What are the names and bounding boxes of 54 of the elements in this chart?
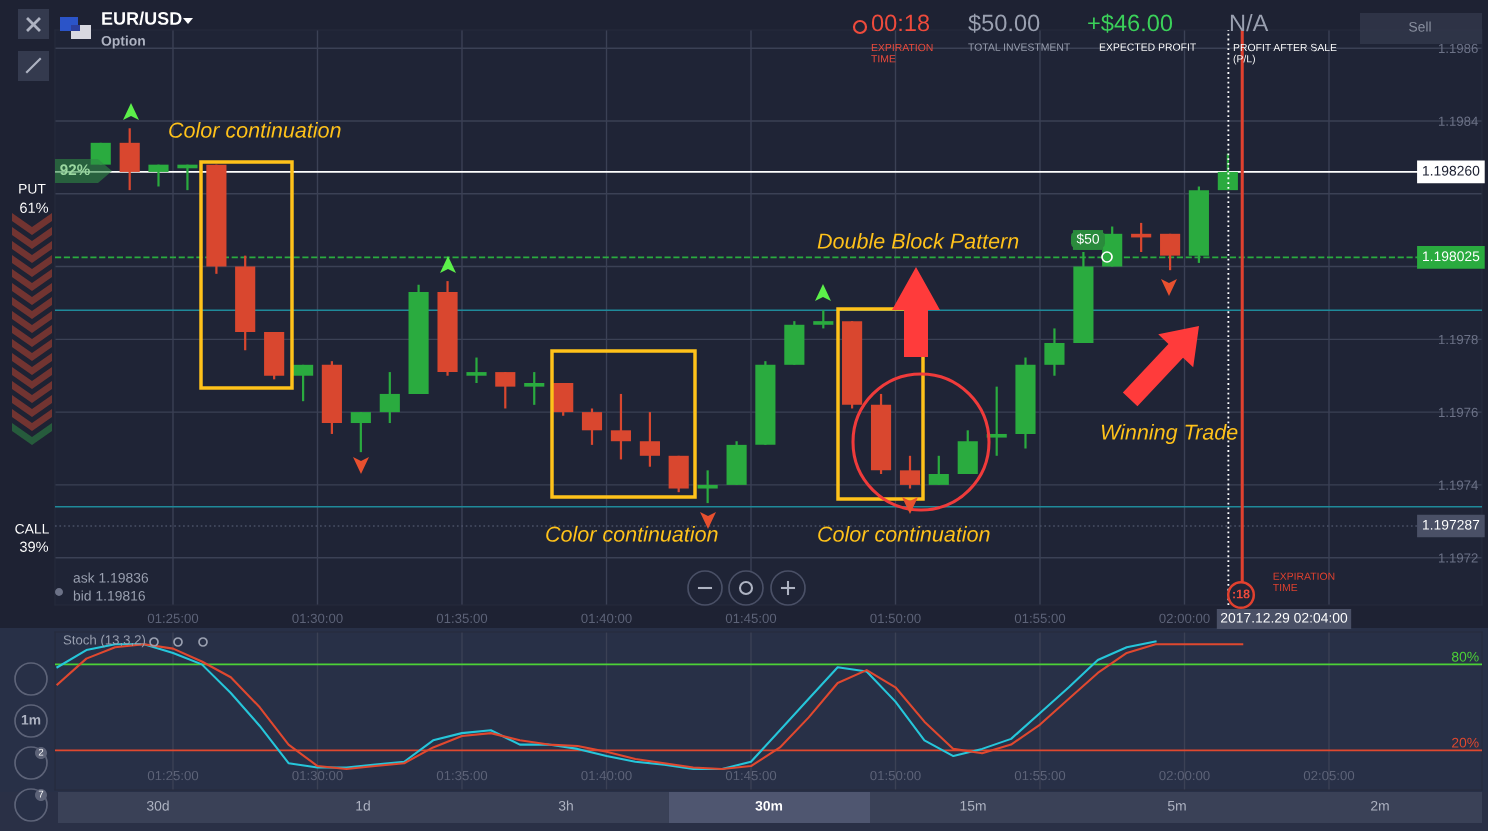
x-tick-label: 01:40:00 bbox=[581, 613, 632, 624]
annotation: Double Block Pattern bbox=[817, 232, 1019, 249]
x-tick-label: 01:55:00 bbox=[1014, 613, 1066, 624]
text: 30d bbox=[146, 800, 169, 811]
ref-line-label: 1.197287 bbox=[1423, 519, 1480, 530]
annotation: N/A bbox=[1230, 14, 1269, 32]
y-tick-label: 1.1974 bbox=[1438, 480, 1478, 490]
text: 30m bbox=[755, 800, 783, 811]
x-tick-label: 01:50:00 bbox=[870, 613, 921, 624]
annotation: :18 bbox=[1233, 589, 1250, 599]
annotation: TOTAL INVESTMENT bbox=[968, 43, 1071, 51]
text: 2 bbox=[38, 748, 44, 756]
annotation: EXPIRATION TIME bbox=[871, 43, 933, 63]
x-tick-label: 02:00:00 bbox=[1159, 613, 1210, 624]
annotation: ask 1.19836 bbox=[73, 572, 149, 583]
y-tick-label: 1.1976 bbox=[1438, 407, 1478, 418]
ref-line-label: 1.198260 bbox=[1423, 165, 1480, 176]
annotation: +$46.00 bbox=[1088, 13, 1173, 33]
annotation: 00:18 bbox=[871, 14, 930, 32]
annotation: $50.00 bbox=[968, 13, 1040, 33]
y-tick-label: 1.1984 bbox=[1438, 116, 1478, 126]
text: PUT bbox=[19, 184, 46, 194]
annotation: $50 bbox=[1076, 233, 1100, 245]
text: 1d bbox=[356, 800, 370, 811]
annotation: Option bbox=[101, 35, 145, 49]
text: 2017.12.29 02:04:00 bbox=[1220, 612, 1348, 623]
y-tick-label: 1.1986 bbox=[1438, 43, 1478, 54]
ref-line-label: 20% bbox=[1452, 737, 1479, 748]
ref-line-label: EXPIRATION TIME bbox=[1273, 572, 1335, 592]
text: 7 bbox=[38, 790, 44, 798]
annotation: Winning Trade bbox=[1101, 423, 1238, 445]
text: CALL bbox=[15, 523, 49, 534]
annotation: bid 1.19816 bbox=[73, 590, 145, 601]
x-tick-label: 01:45:00 bbox=[725, 613, 777, 624]
text: 1m bbox=[21, 715, 41, 725]
ref-line-label: 80% bbox=[1451, 651, 1479, 662]
annotation: Sell bbox=[1409, 21, 1431, 32]
annotation: Color continuation bbox=[169, 121, 341, 138]
annotation: EXPECTED PROFIT bbox=[1099, 43, 1196, 51]
x-tick-label: 01:25:00 bbox=[147, 613, 199, 624]
text: 61% bbox=[20, 202, 49, 213]
ref-line-label: 1.198025 bbox=[1423, 251, 1480, 262]
annotation: Color continuation bbox=[818, 525, 990, 542]
text: 15m bbox=[960, 801, 986, 811]
annotation: Color continuation bbox=[546, 525, 718, 542]
text: 3h bbox=[558, 800, 573, 811]
x-tick-label: 01:35:00 bbox=[436, 613, 488, 624]
y-tick-label: 1.1978 bbox=[1438, 334, 1478, 345]
text: 2m bbox=[1371, 800, 1389, 811]
text: 39% bbox=[19, 541, 49, 552]
y-tick-label: 1.1972 bbox=[1438, 553, 1478, 563]
x-tick-label: 01:30:00 bbox=[292, 613, 343, 624]
text: 5m bbox=[1167, 801, 1186, 811]
text: EUR/USD bbox=[102, 11, 182, 26]
